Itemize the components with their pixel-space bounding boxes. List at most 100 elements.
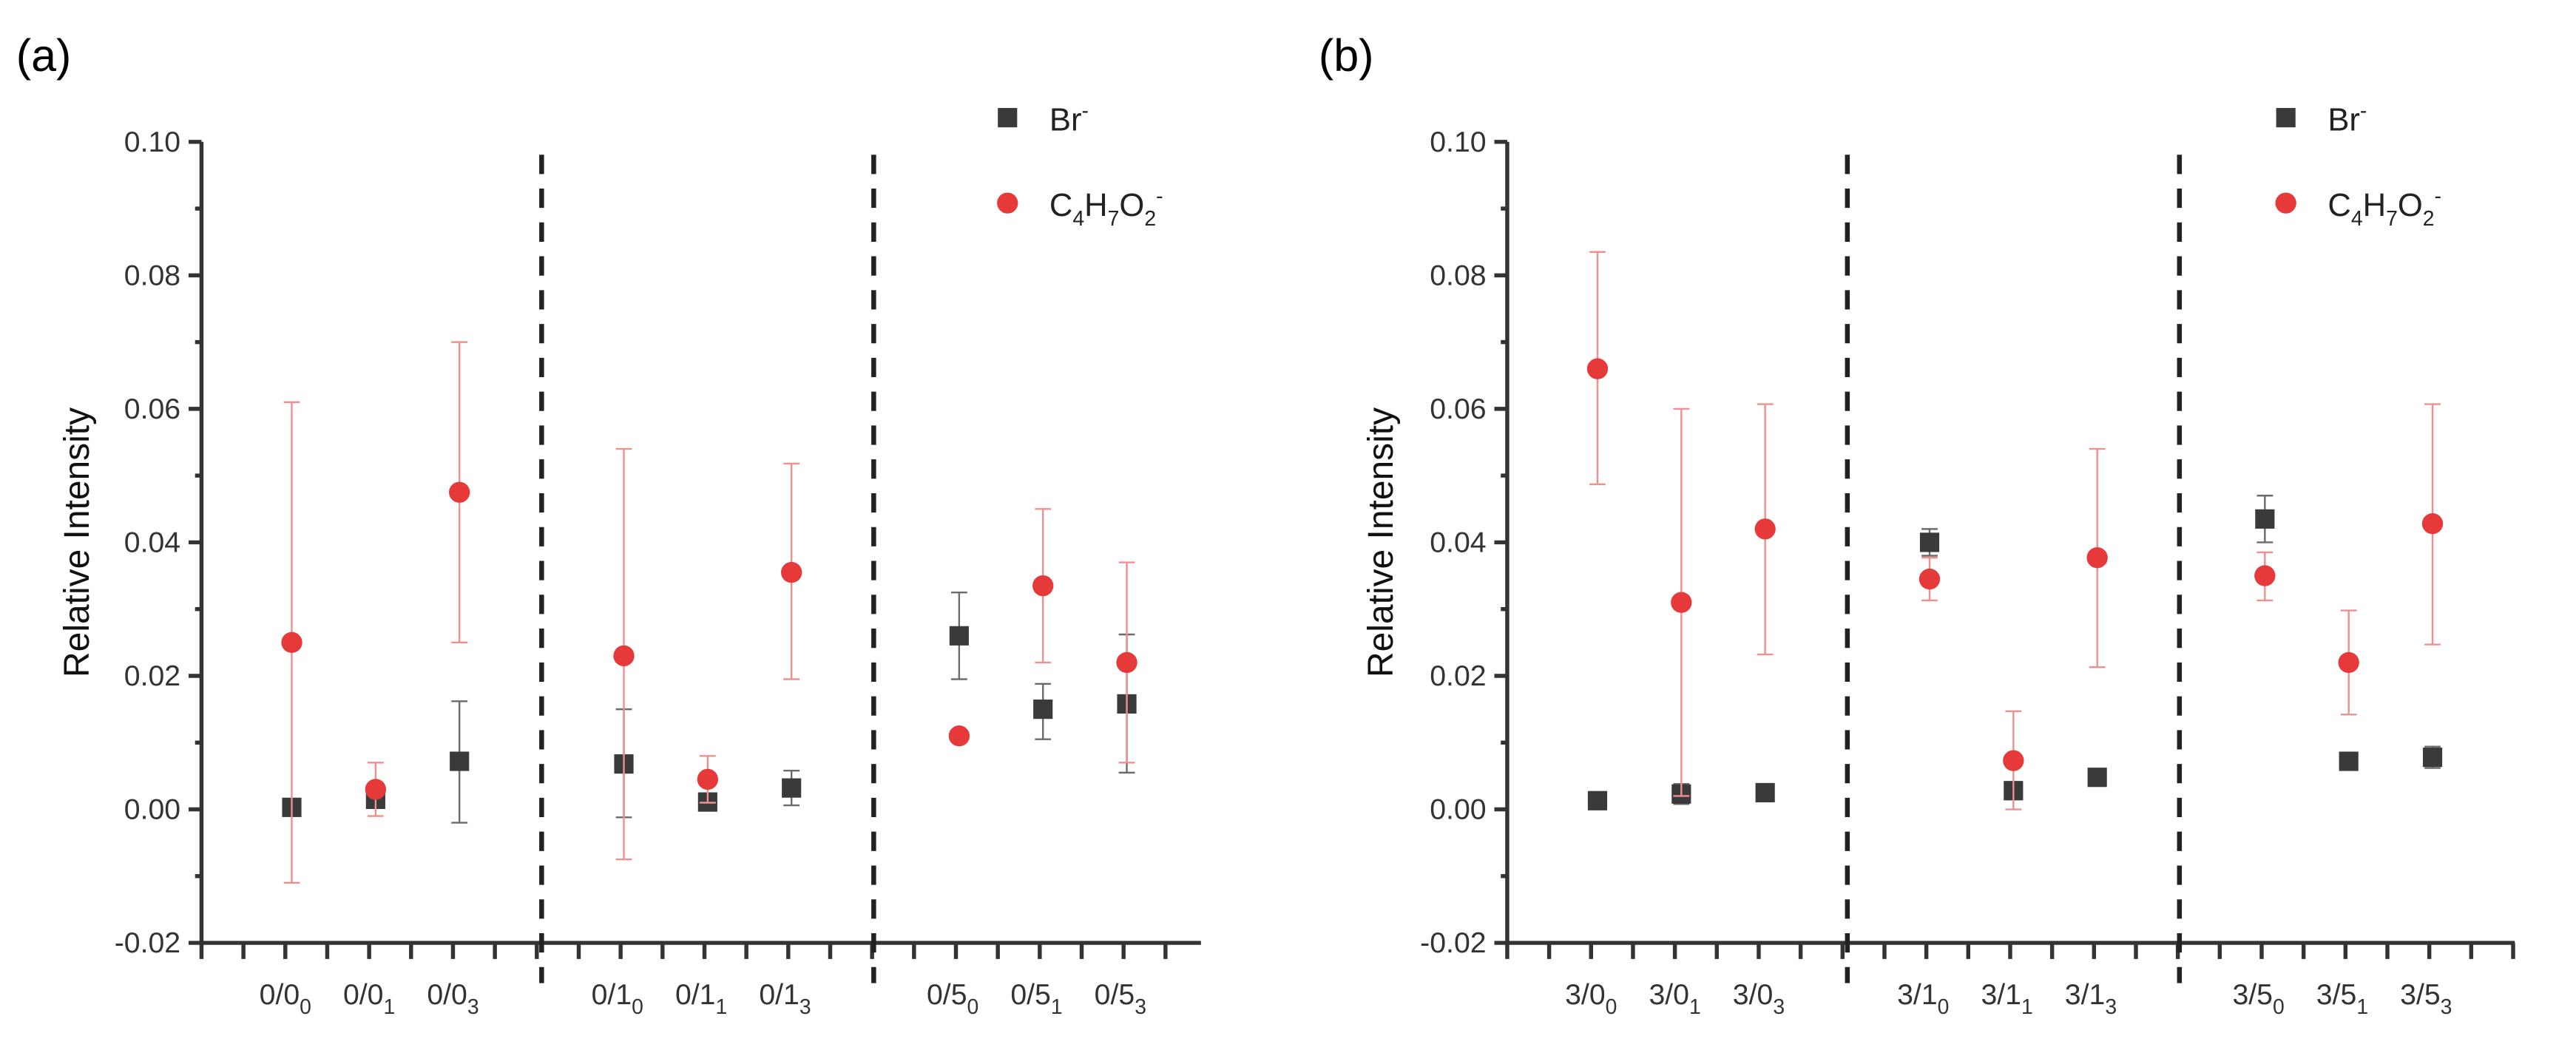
category-main: 3/5 — [2316, 978, 2357, 1011]
c4h7o2-point — [613, 645, 635, 667]
br-point — [2087, 768, 2107, 788]
legend-br-label: Br- — [1049, 99, 1089, 138]
legend-subscript: 2 — [2423, 207, 2435, 231]
y-axis-label: Relative Intensity — [1362, 407, 1401, 677]
c4h7o2-point — [2421, 512, 2444, 535]
y-tick-label: 0.06 — [124, 393, 180, 425]
c4h7o2-point — [449, 481, 470, 503]
category-main: 3/0 — [1649, 978, 1689, 1011]
x-category-label: 0/03 — [427, 978, 479, 1019]
legend-br-main: Br — [2327, 103, 2360, 138]
legend-c4h7o2-label: C4H7O2- — [1049, 185, 1163, 231]
br-point — [1919, 532, 1940, 552]
category-main: 0/5 — [1095, 978, 1135, 1011]
x-category-label: 0/50 — [927, 978, 978, 1019]
category-main: 0/0 — [427, 978, 467, 1011]
x-category-label: 0/10 — [592, 978, 643, 1019]
c4h7o2-point — [2254, 565, 2276, 586]
legend-br-sup: - — [2360, 99, 2367, 123]
legend-br-sup: - — [1081, 99, 1088, 123]
c4h7o2-point — [1919, 568, 1941, 590]
x-category-label: 3/11 — [1981, 978, 2032, 1019]
category-subscript: 0 — [2273, 995, 2285, 1019]
y-tick-label: 0.02 — [124, 660, 180, 692]
panel-b: (b) -0.02 0.00 0.02 0.04 0.06 0.08 0.10 Relative… — [1319, 30, 2515, 1019]
legend-br-marker — [998, 108, 1018, 128]
br-point — [450, 751, 470, 771]
legend-br-marker — [2276, 108, 2296, 128]
legend-subscript: 4 — [2351, 207, 2363, 231]
c4h7o2-point — [697, 768, 719, 790]
y-tick-label: 0.10 — [124, 126, 180, 158]
y-tick-label: -0.02 — [1420, 927, 1486, 959]
legend-c4h7o2-marker — [2275, 192, 2296, 214]
c4h7o2-point — [948, 725, 970, 747]
x-category-label: 0/01 — [343, 978, 395, 1019]
category-main: 0/1 — [592, 978, 632, 1011]
x-category-label: 0/53 — [1095, 978, 1146, 1019]
x-category-label: 0/13 — [759, 978, 811, 1019]
panel-label: (a) — [16, 30, 72, 81]
c4h7o2-point — [281, 632, 302, 654]
y-tick-label: 0.04 — [1430, 526, 1486, 559]
category-subscript: 1 — [384, 995, 396, 1019]
legend-element: C — [2327, 188, 2350, 223]
category-main: 0/5 — [1010, 978, 1051, 1011]
y-tick-label: 0.06 — [1430, 393, 1486, 425]
category-subscript: 0 — [967, 995, 979, 1019]
legend-element: H — [1084, 188, 1107, 223]
category-main: 3/1 — [1897, 978, 1938, 1011]
category-main: 0/1 — [675, 978, 716, 1011]
c4h7o2-point — [2338, 651, 2359, 674]
x-category-label: 3/00 — [1565, 978, 1617, 1019]
figure-root: (a)-0.020.000.020.040.060.080.10Relative… — [16, 30, 2515, 1019]
legend-element: C — [1049, 188, 1072, 223]
x-category-label: 0/51 — [1010, 978, 1062, 1019]
category-subscript: 0 — [1938, 995, 1950, 1019]
c4h7o2-point — [2003, 750, 2024, 771]
category-subscript: 3 — [467, 995, 479, 1019]
panel-label: (b) — [1319, 30, 1374, 81]
legend-element: O — [1119, 188, 1144, 223]
y-tick-label: 0.08 — [124, 259, 180, 291]
category-main: 0/5 — [927, 978, 967, 1011]
c4h7o2-point — [781, 561, 802, 583]
category-subscript: 1 — [716, 995, 728, 1019]
legend-c4h7o2-label: C4H7O2- — [2327, 185, 2441, 231]
x-category-label: 3/01 — [1649, 978, 1700, 1019]
legend-c4h7o2-sup: - — [1156, 185, 1163, 209]
category-subscript: 0 — [1606, 995, 1617, 1019]
c4h7o2-point — [1671, 592, 1692, 613]
legend-subscript: 2 — [1144, 207, 1156, 231]
legend: Br-C4H7O2- — [2275, 99, 2441, 231]
category-subscript: 0 — [300, 995, 311, 1019]
category-main: 0/0 — [343, 978, 384, 1011]
y-tick-label: 0.00 — [124, 793, 180, 826]
br-point — [2422, 748, 2443, 768]
category-main: 3/5 — [2232, 978, 2273, 1011]
category-main: 3/5 — [2400, 978, 2441, 1011]
br-point — [1755, 782, 1775, 803]
legend-br-main: Br — [1049, 103, 1082, 138]
legend-br-label: Br- — [2327, 99, 2367, 138]
legend: Br-C4H7O2- — [997, 99, 1163, 231]
y-tick-label: 0.02 — [1430, 660, 1486, 692]
category-subscript: 1 — [1051, 995, 1063, 1019]
category-main: 3/1 — [1981, 978, 2021, 1011]
br-point — [2255, 509, 2275, 529]
c4h7o2-point — [1116, 651, 1137, 674]
category-subscript: 3 — [2441, 995, 2452, 1019]
x-category-label: 0/11 — [675, 978, 727, 1019]
legend-c4h7o2-sup: - — [2435, 185, 2441, 209]
y-tick-label: 0.08 — [1430, 259, 1486, 291]
y-tick-label: 0.00 — [1430, 793, 1486, 826]
br-point — [1587, 790, 1608, 810]
category-main: 3/0 — [1733, 978, 1774, 1011]
category-main: 3/0 — [1565, 978, 1606, 1011]
legend-subscript: 7 — [1108, 207, 1120, 231]
br-point — [949, 626, 969, 646]
x-category-label: 3/51 — [2316, 978, 2368, 1019]
legend-c4h7o2-marker — [997, 192, 1018, 214]
category-main: 0/1 — [759, 978, 799, 1011]
